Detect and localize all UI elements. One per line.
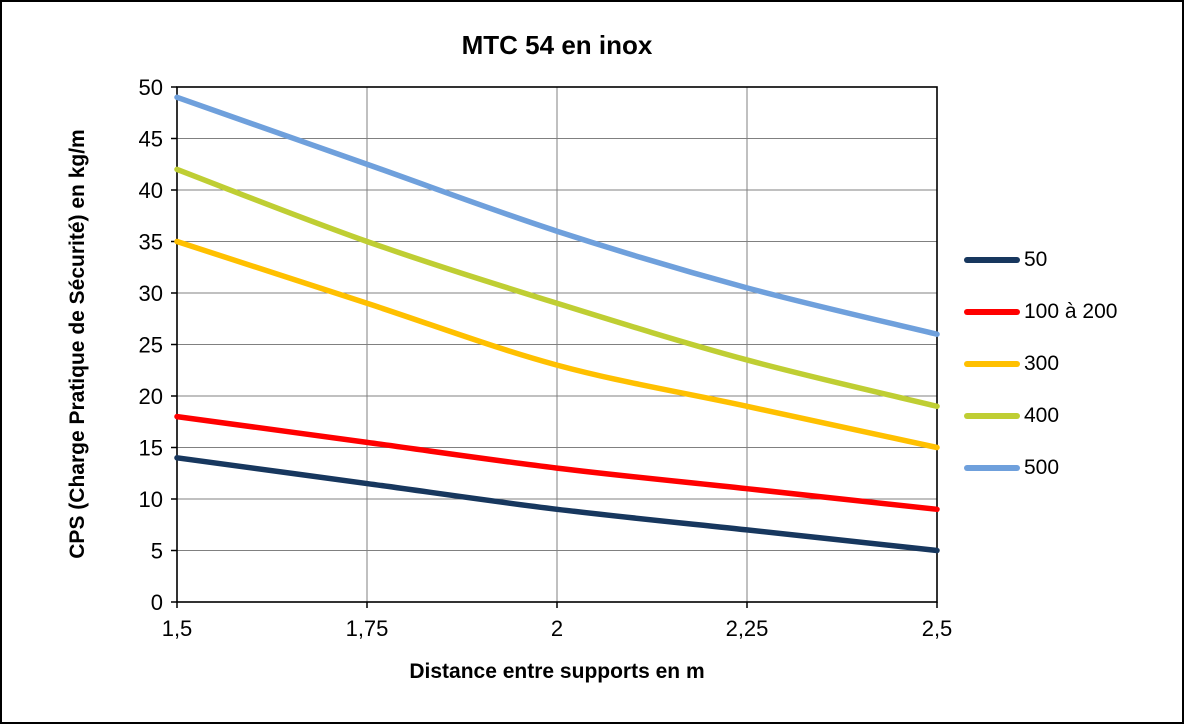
series-line-500 [174,94,940,337]
y-axis-title: CPS (Charge Pratique de Sécurité) en kg/… [66,129,89,559]
x-tick-label: 2,5 [922,616,953,641]
chart-title: MTC 54 en inox [461,30,653,60]
legend-line-sample [964,465,1020,471]
x-tick-label: 2,25 [726,616,769,641]
x-axis-title: Distance entre supports en m [409,660,705,683]
y-tick-label: 45 [139,127,163,152]
legend-item: 300 [964,338,1117,390]
y-tick-label: 5 [151,539,163,564]
series-line-400 [174,166,940,410]
series-line-300 [174,238,940,451]
y-tick-label: 50 [139,75,163,100]
legend-label: 100 à 200 [1024,300,1118,323]
y-tick-label: 15 [139,436,163,461]
y-tick-label: 20 [139,384,163,409]
legend-item: 100 à 200 [964,286,1117,338]
legend-line-sample [964,257,1020,263]
legend-label: 50 [1024,248,1048,271]
y-tick-label: 30 [139,281,163,306]
y-tick-label: 10 [139,487,163,512]
legend-item: 500 [964,442,1117,494]
y-tick-label: 25 [139,333,163,358]
legend-label: 500 [1024,456,1060,479]
legend-label: 300 [1024,352,1060,375]
x-tick-label: 2 [551,616,563,641]
legend: 50 100 à 200 300 400 500 [964,234,1117,494]
y-tick-label: 35 [139,230,163,255]
x-tick-label: 1,75 [346,616,389,641]
legend-item: 400 [964,390,1117,442]
y-tick-label: 40 [139,178,163,203]
legend-label: 400 [1024,404,1060,427]
y-tick-label: 0 [151,590,163,615]
legend-line-sample [964,309,1020,315]
legend-line-sample [964,413,1020,419]
series-line-100-à-200 [174,413,940,513]
x-tick-label: 1,5 [162,616,193,641]
legend-item: 50 [964,234,1117,286]
series-line-50 [174,455,940,554]
legend-line-sample [964,361,1020,367]
